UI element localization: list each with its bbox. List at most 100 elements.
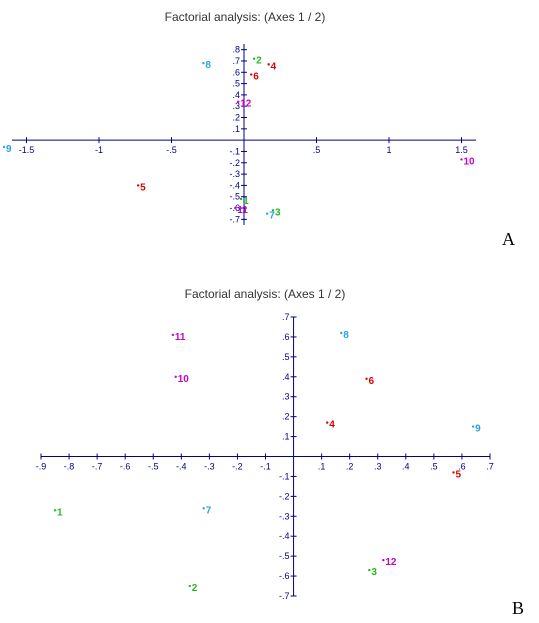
- chart-panel-2: Factorial analysis: (Axes 1 / 2) -.9 -.8 -.…: [36, 287, 494, 601]
- x-tick-label: .5: [430, 462, 438, 472]
- y-tick-label: -.1: [279, 471, 290, 481]
- y-tick-label: -.2: [229, 158, 240, 168]
- y-tick-label: .1: [232, 124, 240, 134]
- y-tick-label: .4: [282, 372, 290, 382]
- y-tick-label: -.5: [279, 551, 290, 561]
- point-label: 3: [371, 567, 377, 578]
- y-tick-label: -.2: [279, 491, 290, 501]
- point-label: 9: [475, 424, 481, 435]
- point-marker: [267, 63, 270, 66]
- point-label: 5: [140, 182, 146, 193]
- point-label: 6: [253, 72, 259, 83]
- point-label: 11: [175, 332, 186, 343]
- point-label: 6: [369, 376, 375, 387]
- x-tick-label: .1: [318, 462, 326, 472]
- point-label: 9: [6, 144, 12, 155]
- point-label: 2: [256, 56, 262, 67]
- x-tick-label: -1: [95, 145, 103, 155]
- point-marker: [202, 507, 205, 510]
- point-label: 12: [385, 557, 397, 568]
- point-label: 8: [343, 330, 349, 341]
- point-label: 4: [271, 61, 277, 72]
- x-tick-label: 1.5: [455, 145, 468, 155]
- y-tick-label: .7: [282, 312, 290, 322]
- point-marker: [202, 62, 205, 65]
- point-marker: [471, 425, 475, 428]
- point-marker: [136, 184, 140, 187]
- point-label: 2: [192, 583, 198, 594]
- x-tick-label: -.2: [232, 462, 243, 472]
- x-tick-label: -.3: [204, 462, 215, 472]
- point-label: 7: [269, 211, 275, 222]
- y-tick-label: .5: [282, 352, 290, 362]
- y-tick-label: .1: [282, 432, 290, 442]
- point-marker: [53, 509, 57, 512]
- x-tick-label: 1: [386, 145, 391, 155]
- y-tick-label: .7: [232, 56, 240, 66]
- y-tick-label: .4: [232, 90, 240, 100]
- point-marker: [271, 209, 275, 212]
- y-tick-label: .8: [232, 45, 240, 55]
- y-tick-label: .6: [282, 332, 290, 342]
- x-tick-label: -.7: [92, 462, 103, 472]
- x-tick-label: -.5: [166, 145, 177, 155]
- point-marker: [171, 333, 175, 337]
- y-tick-label: .6: [232, 67, 240, 77]
- x-tick-label: -1.5: [19, 145, 35, 155]
- point-marker: [252, 57, 256, 60]
- y-tick-label: -.3: [229, 169, 240, 179]
- point-marker: [340, 331, 343, 335]
- y-tick-label: -.4: [279, 531, 290, 541]
- y-tick-label: .2: [232, 113, 240, 123]
- point-marker: [368, 568, 371, 572]
- y-tick-label: -.5: [229, 192, 240, 202]
- point-marker: [326, 421, 329, 424]
- x-tick-label: -.8: [64, 462, 75, 472]
- point-label: 7: [206, 505, 212, 516]
- x-tick-label: .4: [402, 462, 410, 472]
- x-tick-label: .3: [374, 462, 382, 472]
- point-label: 11: [237, 205, 248, 216]
- x-tick-label: -.6: [120, 462, 131, 472]
- point-marker: [239, 197, 243, 201]
- y-tick-label: -.6: [279, 571, 290, 581]
- point-marker: [234, 206, 237, 210]
- point-marker: [365, 377, 368, 380]
- chart-title: Factorial analysis: (Axes 1 / 2): [185, 287, 346, 301]
- point-label: 3: [275, 207, 281, 218]
- y-tick-label: -.7: [279, 591, 290, 601]
- y-tick-label: -.3: [279, 511, 290, 521]
- y-tick-label: .2: [282, 412, 290, 422]
- point-label: 4: [329, 420, 335, 431]
- y-tick-label: -.1: [229, 146, 240, 156]
- point-label: 10: [464, 156, 476, 167]
- x-tick-label: .7: [486, 462, 494, 472]
- point-label: 1: [57, 507, 63, 518]
- x-tick-label: -.5: [148, 462, 159, 472]
- y-tick-label: .3: [232, 101, 240, 111]
- x-tick-label: .5: [313, 145, 321, 155]
- point-label: 10: [178, 374, 190, 385]
- point-marker: [460, 158, 463, 161]
- x-tick-label: .2: [346, 462, 354, 472]
- x-tick-label: -.1: [260, 462, 271, 472]
- y-tick-label: -.7: [229, 214, 240, 224]
- point-label: 5: [456, 469, 462, 480]
- y-tick-label: -.4: [229, 180, 240, 190]
- point-marker: [2, 145, 6, 149]
- x-tick-label: -.4: [176, 462, 187, 472]
- point-marker: [188, 584, 191, 588]
- panel-letter-a: A: [502, 229, 515, 249]
- point-label: 1: [243, 196, 249, 207]
- y-tick-label: .5: [232, 79, 240, 89]
- chart-panel-1: Factorial analysis: (Axes 1 / 2) -1.5 -1 -.…: [2, 10, 476, 225]
- panel-letter-b: B: [512, 598, 525, 618]
- x-tick-label: .6: [458, 462, 466, 472]
- point-label: 12: [240, 99, 252, 110]
- point-marker: [174, 375, 177, 378]
- point-marker: [452, 471, 455, 474]
- point-marker: [382, 558, 385, 562]
- point-marker: [250, 73, 253, 76]
